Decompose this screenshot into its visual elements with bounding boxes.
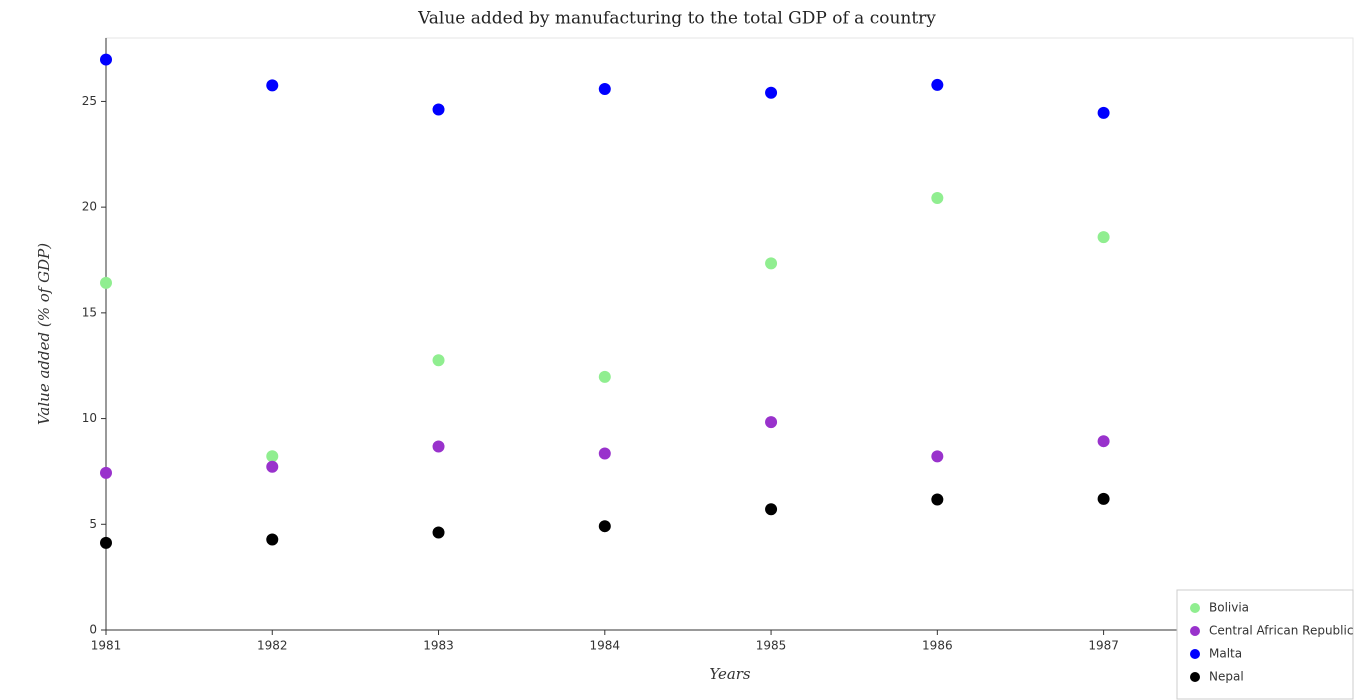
y-tick-label: 5 — [89, 517, 97, 531]
y-tick-label: 15 — [82, 305, 97, 319]
point — [100, 466, 112, 479]
point — [266, 460, 279, 473]
point — [765, 503, 778, 516]
point — [266, 450, 279, 463]
x-tick-label: 1983 — [423, 639, 454, 653]
legend-marker — [1190, 649, 1200, 659]
x-tick-label: 1982 — [257, 639, 288, 653]
legend-marker — [1190, 603, 1200, 613]
x-tick-label: 1986 — [922, 639, 953, 653]
point — [598, 370, 611, 383]
legend-label: Central African Republic — [1209, 624, 1353, 638]
legend-label: Malta — [1209, 647, 1242, 661]
point — [266, 533, 279, 546]
point — [765, 86, 778, 99]
y-tick-label: 10 — [82, 411, 97, 425]
point — [931, 192, 944, 205]
legend-marker — [1190, 672, 1200, 682]
point — [598, 520, 611, 533]
point — [432, 440, 445, 453]
point — [1097, 231, 1110, 244]
x-tick-label: 1987 — [1088, 639, 1119, 653]
legend-marker — [1190, 626, 1200, 636]
point — [1097, 106, 1110, 119]
point — [598, 82, 611, 95]
point — [100, 276, 112, 289]
point — [598, 447, 611, 460]
legend-label: Nepal — [1209, 670, 1244, 684]
x-tick-label: 1981 — [91, 639, 122, 653]
point — [432, 526, 445, 539]
point — [931, 78, 944, 91]
point — [931, 493, 944, 506]
point — [432, 354, 445, 367]
point — [266, 79, 279, 92]
x-tick-label: 1985 — [756, 639, 787, 653]
point — [931, 450, 944, 463]
point — [1097, 492, 1110, 505]
x-tick-label: 1984 — [590, 639, 621, 653]
y-axis-label: Value added (% of GDP) — [35, 243, 53, 425]
legend-label: Bolivia — [1209, 601, 1249, 615]
point — [765, 416, 778, 429]
legend-box — [1176, 589, 1354, 700]
point — [1097, 435, 1110, 448]
y-tick-label: 25 — [82, 94, 97, 108]
point — [765, 257, 778, 270]
x-axis-label: Years — [709, 665, 751, 683]
point — [100, 536, 112, 549]
chart-title: Value added by manufacturing to the tota… — [417, 9, 936, 29]
y-tick-label: 0 — [89, 623, 97, 637]
point — [100, 53, 112, 66]
y-tick-label: 20 — [82, 200, 97, 214]
plot-frame — [105, 37, 1354, 631]
point — [432, 103, 445, 116]
